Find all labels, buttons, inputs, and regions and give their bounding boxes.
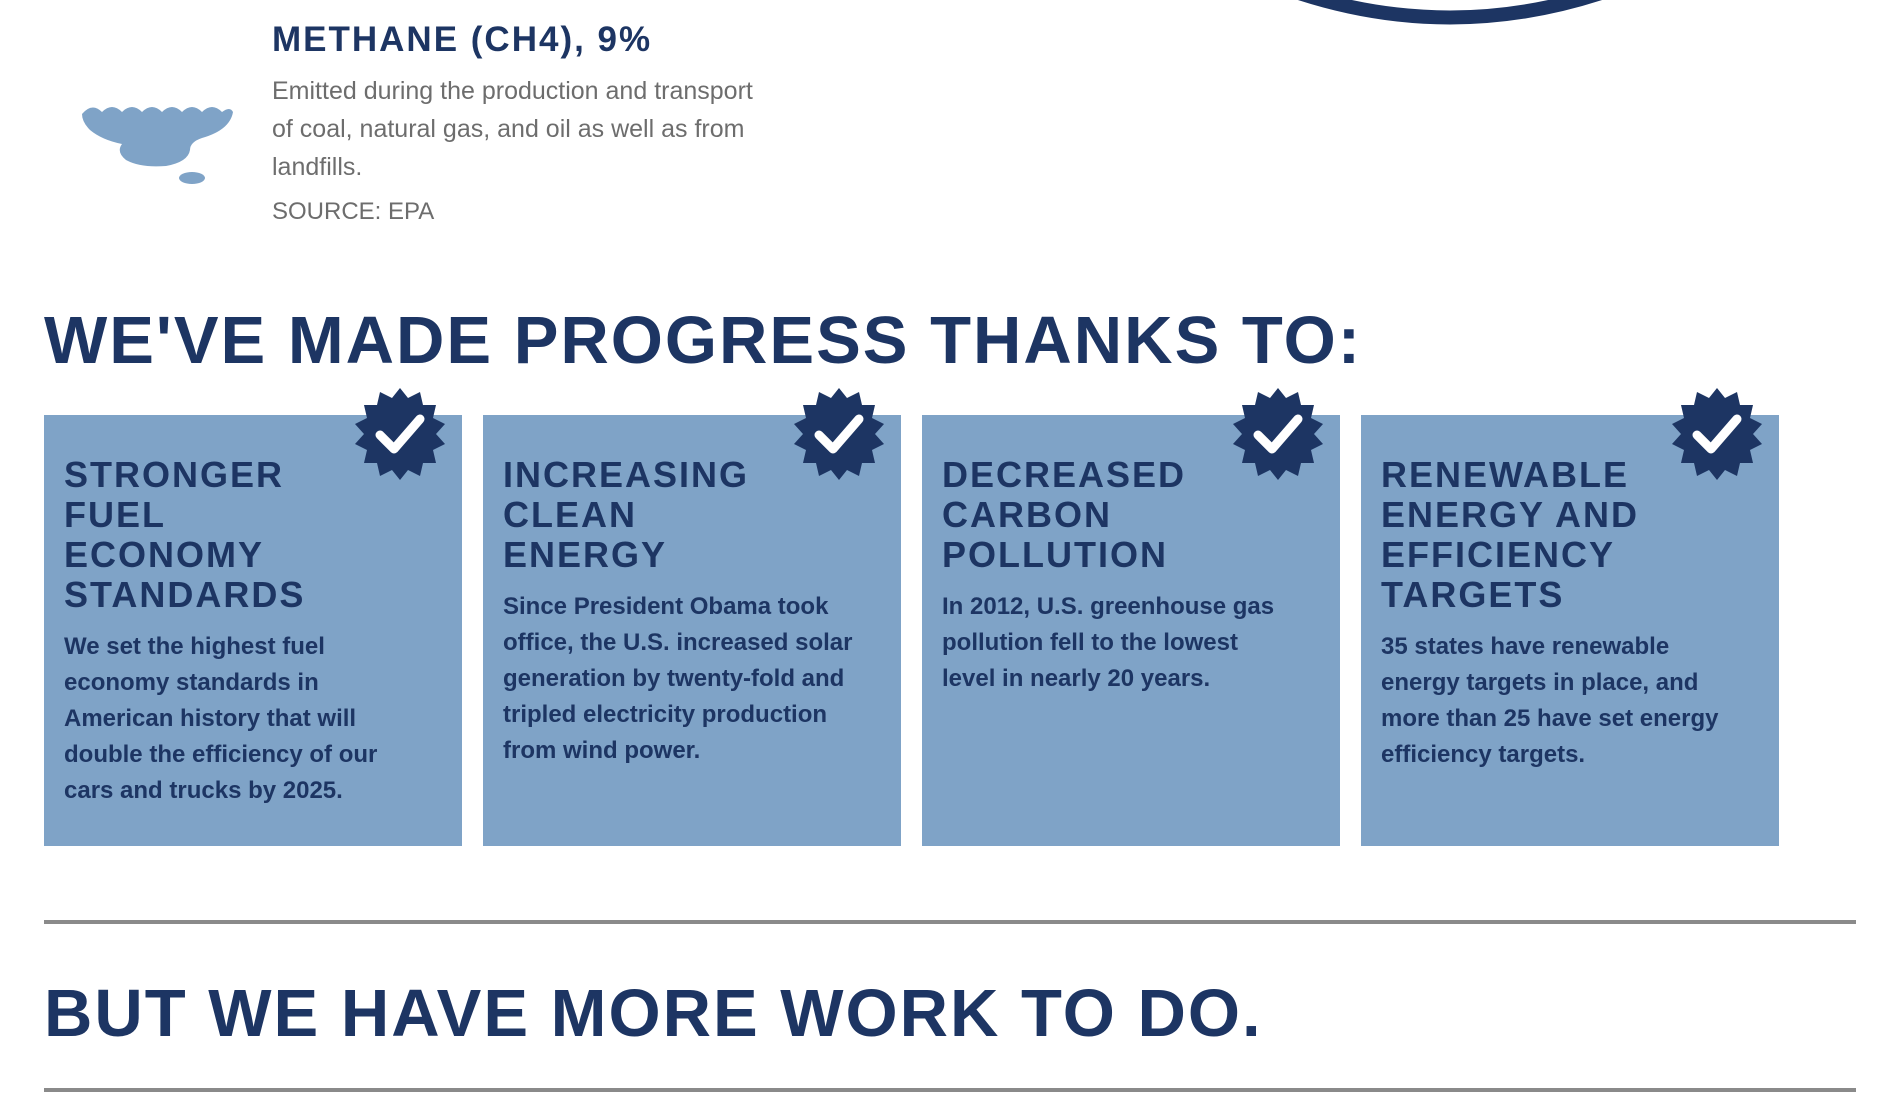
card-title: RENEWABLE ENERGY AND EFFICIENCY TARGETS: [1381, 454, 1640, 615]
circle-arc-decoration: [1298, 0, 1602, 25]
card-text: In 2012, U.S. greenhouse gas pollution f…: [942, 593, 1275, 692]
card-text: Since President Obama took office, the U…: [503, 593, 853, 764]
progress-heading: WE'VE MADE PROGRESS THANKS TO:: [44, 303, 1363, 378]
methane-cloud-icon: [82, 107, 233, 184]
methane-title: METHANE (CH4), 9%: [272, 20, 653, 59]
methane-source: SOURCE: EPA: [272, 198, 435, 225]
progress-card-clean-energy: INCREASING CLEAN ENERGY Since President …: [483, 383, 901, 846]
card-title: DECREASED CARBON POLLUTION: [942, 454, 1187, 575]
checkmark-badge-icon: [1228, 383, 1328, 480]
card-title: INCREASING CLEAN ENERGY: [503, 454, 750, 575]
card-text: 35 states have renewable energy targets …: [1381, 633, 1719, 768]
methane-description: Emitted during the production and transp…: [272, 77, 753, 181]
checkmark-badge-icon: [350, 383, 450, 480]
card-title: STRONGER FUEL ECONOMY STANDARDS: [64, 454, 306, 615]
progress-card-renewable-targets: RENEWABLE ENERGY AND EFFICIENCY TARGETS …: [1361, 383, 1779, 846]
checkmark-badge-icon: [1667, 383, 1767, 480]
more-work-heading: BUT WE HAVE MORE WORK TO DO.: [44, 976, 1263, 1051]
card-text: We set the highest fuel economy standard…: [64, 633, 378, 804]
divider-top: [44, 920, 1856, 924]
progress-card-fuel-economy: STRONGER FUEL ECONOMY STANDARDS We set t…: [44, 383, 462, 846]
divider-bottom: [44, 1088, 1856, 1092]
checkmark-badge-icon: [789, 383, 889, 480]
progress-card-carbon-pollution: DECREASED CARBON POLLUTION In 2012, U.S.…: [922, 383, 1340, 846]
